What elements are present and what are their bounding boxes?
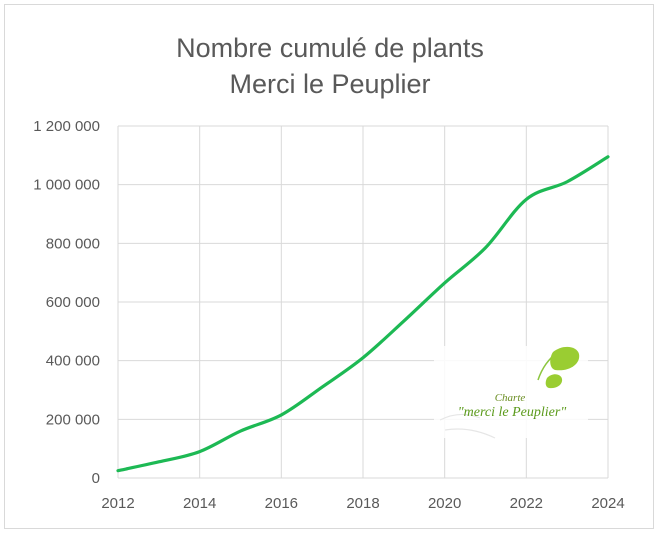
logo-text-line1: Charte xyxy=(495,392,526,404)
logo-text-line2: "merci le Peuplier" xyxy=(458,405,567,420)
x-axis: 2012 2014 2016 2018 2020 2022 2024 xyxy=(101,495,624,512)
x-tick-label: 2014 xyxy=(183,495,216,512)
y-tick-label: 1 000 000 xyxy=(33,177,100,194)
x-tick-label: 2022 xyxy=(510,495,543,512)
series-line xyxy=(116,155,610,473)
y-tick-label: 800 000 xyxy=(46,235,100,252)
x-tick-label: 2016 xyxy=(265,495,298,512)
chart-frame xyxy=(4,4,654,529)
x-tick-label: 2012 xyxy=(101,495,134,512)
y-tick-label: 600 000 xyxy=(46,294,100,311)
logo-branches xyxy=(439,413,496,439)
series-layer xyxy=(116,155,610,473)
y-axis: 0 200 000 400 000 600 000 800 000 1 000 000 1 … xyxy=(33,118,100,487)
x-tick-label: 2020 xyxy=(428,495,461,512)
grid xyxy=(117,125,609,479)
y-tick-label: 0 xyxy=(92,470,100,487)
chart-title-line2: Merci le Peuplier xyxy=(229,69,431,99)
charte-logo: Charte "merci le Peuplier" xyxy=(434,346,588,439)
leaf-large-icon xyxy=(550,346,580,371)
x-tick-label: 2024 xyxy=(591,495,624,512)
leaf-small-icon xyxy=(545,374,563,389)
y-tick-label: 1 200 000 xyxy=(33,118,100,135)
chart-title: Nombre cumulé de plants Merci le Peuplie… xyxy=(0,30,660,102)
x-tick-label: 2018 xyxy=(346,495,379,512)
y-tick-label: 200 000 xyxy=(46,411,100,428)
y-tick-label: 400 000 xyxy=(46,353,100,370)
chart-title-line1: Nombre cumulé de plants xyxy=(176,33,484,63)
